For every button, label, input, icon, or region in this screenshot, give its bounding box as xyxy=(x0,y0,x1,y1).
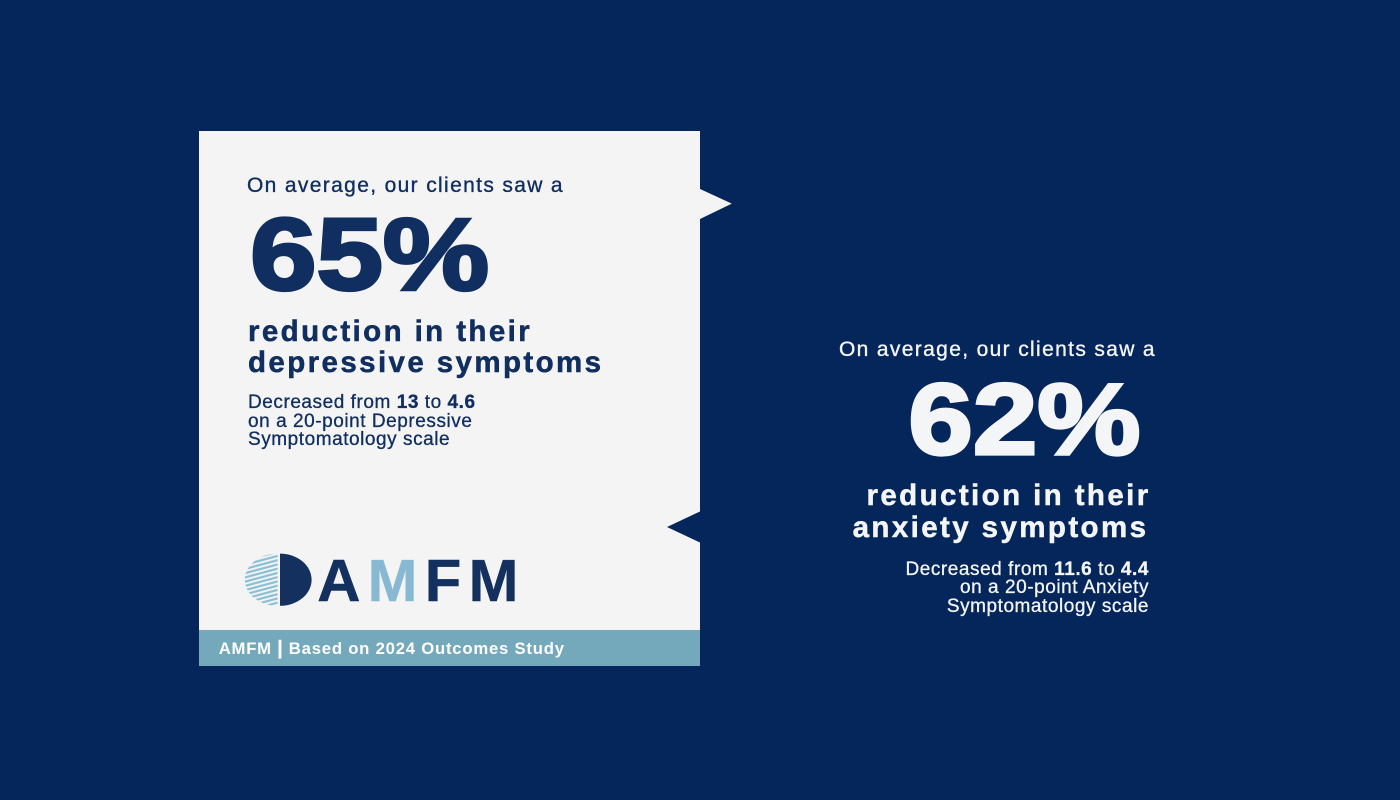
svg-text:65%: 65% xyxy=(250,197,489,311)
svg-text:62%: 62% xyxy=(908,364,1140,476)
